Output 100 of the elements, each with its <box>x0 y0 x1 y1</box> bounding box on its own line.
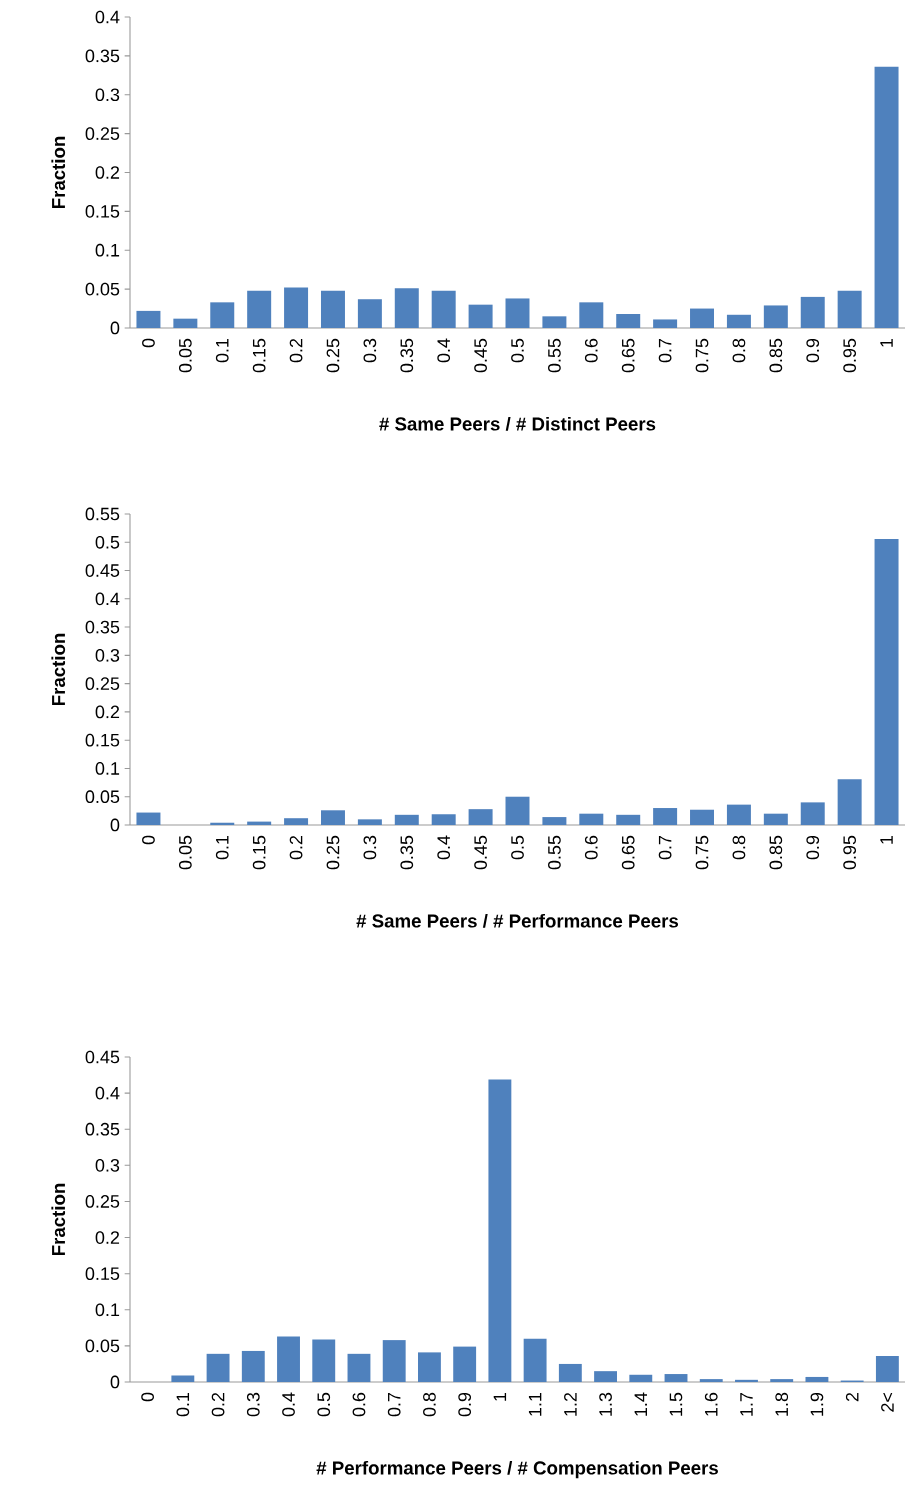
bar <box>171 1375 195 1382</box>
y-tick-label: 0.2 <box>95 1231 120 1244</box>
bar <box>653 319 678 328</box>
x-axis-title: # Same Peers / # Distinct Peers <box>379 416 656 431</box>
x-tick-label: 0.4 <box>437 338 451 363</box>
bar <box>579 813 604 825</box>
x-tick-label: 0.75 <box>695 338 709 373</box>
x-tick-label: 1.5 <box>669 1392 683 1416</box>
bar <box>431 290 456 328</box>
bar <box>505 298 530 328</box>
x-tick-label: 0.6 <box>584 835 598 860</box>
bar <box>468 304 493 328</box>
x-tick-label: 0.2 <box>211 1392 225 1417</box>
x-tick-label: 0.5 <box>317 1392 331 1417</box>
x-tick-label: 0.1 <box>176 1392 190 1417</box>
x-tick-label: 0.3 <box>246 1392 260 1417</box>
bar <box>210 302 235 328</box>
bar <box>594 1371 618 1382</box>
x-tick-label: 1.6 <box>704 1392 718 1416</box>
bar <box>394 814 419 825</box>
bar <box>874 66 899 328</box>
y-tick-label: 0.35 <box>85 49 120 63</box>
x-tick-label: 0.15 <box>252 338 266 373</box>
bar <box>690 809 715 825</box>
bar <box>468 809 493 825</box>
y-tick-label: 0.2 <box>95 166 120 179</box>
bar <box>735 1379 758 1382</box>
x-tick-label: 0.2 <box>289 835 303 860</box>
x-tick-label: 0.4 <box>437 835 451 860</box>
bar <box>874 538 899 825</box>
y-axis-title: Fraction <box>51 633 66 706</box>
x-tick-label: 1.4 <box>634 1392 647 1416</box>
x-tick-label: 2 <box>845 1392 859 1402</box>
y-tick-label: 0.15 <box>85 1267 120 1281</box>
x-tick-label: 0.3 <box>363 835 377 860</box>
y-tick-label: 0.05 <box>85 282 120 296</box>
y-tick-label: 0.4 <box>95 1086 120 1100</box>
x-tick-label: 0.15 <box>252 835 266 870</box>
bar <box>664 1374 688 1382</box>
x-tick-label: 0.9 <box>806 835 820 860</box>
x-tick-label: 0.9 <box>458 1392 472 1417</box>
bar <box>763 813 788 825</box>
y-tick-label: 0.05 <box>85 790 120 804</box>
x-tick-label: 0.25 <box>326 835 340 870</box>
x-tick-label: 0.35 <box>400 835 414 870</box>
bar <box>357 819 382 825</box>
x-tick-label: 0.05 <box>178 338 192 373</box>
bar <box>800 802 825 825</box>
y-tick-label: 0.05 <box>85 1339 120 1353</box>
x-tick-label: 0.7 <box>658 338 672 363</box>
x-tick-label: 0.5 <box>511 338 524 363</box>
y-tick-label: 0 <box>110 818 120 832</box>
bar <box>558 1363 582 1382</box>
x-tick-label: 0.7 <box>387 1392 401 1417</box>
bar <box>726 804 751 825</box>
x-tick-label: 0.25 <box>326 338 340 373</box>
bar <box>357 299 382 328</box>
bar <box>247 290 272 328</box>
x-tick-label: 1.2 <box>564 1392 577 1416</box>
x-axis-title: # Performance Peers / # Compensation Peers <box>316 1460 718 1479</box>
x-tick-label: 0.8 <box>732 835 746 860</box>
x-tick-label: 0 <box>142 835 155 845</box>
bar <box>173 318 198 328</box>
y-tick-label: 0.35 <box>85 1122 120 1136</box>
x-tick-label: 0.6 <box>584 338 598 363</box>
x-tick-label: 0.95 <box>843 338 856 373</box>
x-tick-label: 1 <box>880 338 893 347</box>
bar <box>837 779 862 825</box>
y-tick-label: 0 <box>110 1375 120 1389</box>
bar <box>382 1340 406 1382</box>
x-tick-label: 0.6 <box>352 1392 366 1417</box>
x-tick-label: 0.85 <box>769 338 783 373</box>
bar <box>690 308 715 328</box>
bar <box>241 1350 265 1382</box>
y-tick-label: 0.45 <box>85 564 120 577</box>
y-tick-label: 0.3 <box>95 648 120 662</box>
x-tick-label: 0.8 <box>732 338 746 363</box>
y-tick-label: 0.55 <box>85 507 120 521</box>
x-tick-label: 0.65 <box>621 835 635 870</box>
x-tick-label: 1.8 <box>775 1392 789 1416</box>
bar <box>616 314 641 328</box>
x-tick-label: 1.1 <box>528 1392 542 1416</box>
y-tick-label: 0.15 <box>85 733 120 747</box>
bar <box>284 287 309 328</box>
x-tick-label: 0.5 <box>511 835 524 860</box>
bar <box>653 808 678 825</box>
bar <box>726 314 751 328</box>
y-tick-label: 0.2 <box>95 705 120 719</box>
bar <box>579 302 604 328</box>
bar <box>206 1353 230 1382</box>
bar <box>277 1336 300 1382</box>
y-tick-label: 0.25 <box>85 127 120 140</box>
bar <box>431 814 456 825</box>
y-tick-label: 0.1 <box>95 762 120 775</box>
x-axis-title: # Same Peers / # Performance Peers <box>356 913 679 928</box>
y-tick-label: 0 <box>110 321 120 335</box>
x-tick-label: 0.45 <box>474 835 487 870</box>
x-tick-label: 1.9 <box>810 1392 824 1416</box>
bar <box>453 1346 477 1382</box>
y-tick-label: 0.1 <box>95 1303 120 1317</box>
